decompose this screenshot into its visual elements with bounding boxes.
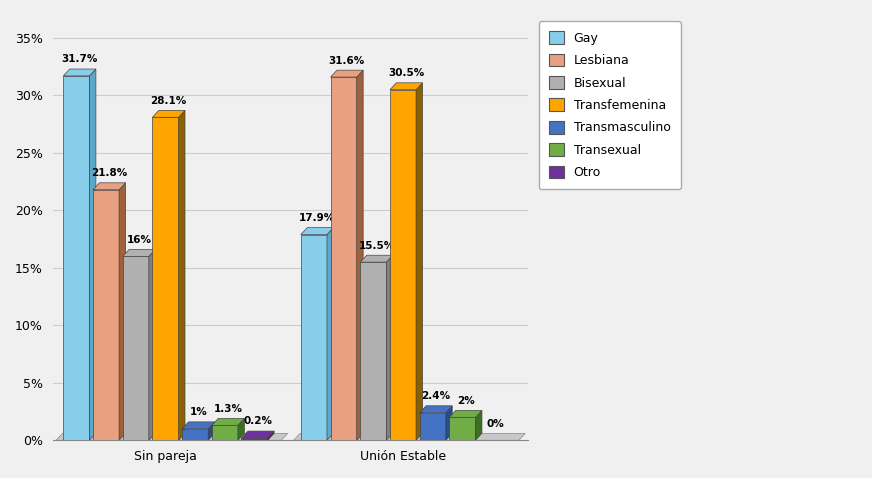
FancyBboxPatch shape	[301, 235, 327, 440]
Polygon shape	[475, 411, 482, 440]
Polygon shape	[390, 83, 423, 90]
Text: 16%: 16%	[126, 235, 152, 245]
Polygon shape	[360, 255, 393, 262]
Polygon shape	[301, 228, 333, 235]
FancyBboxPatch shape	[390, 90, 416, 440]
Polygon shape	[386, 255, 393, 440]
Polygon shape	[153, 110, 185, 117]
Text: 2%: 2%	[457, 396, 474, 406]
FancyBboxPatch shape	[242, 438, 268, 440]
Polygon shape	[446, 406, 453, 440]
FancyBboxPatch shape	[64, 76, 90, 440]
Text: 31.6%: 31.6%	[329, 55, 365, 65]
Text: 31.7%: 31.7%	[61, 54, 98, 65]
FancyBboxPatch shape	[449, 417, 475, 440]
FancyBboxPatch shape	[212, 425, 238, 440]
FancyBboxPatch shape	[153, 117, 179, 440]
FancyBboxPatch shape	[182, 429, 208, 440]
Polygon shape	[179, 110, 185, 440]
Text: 0%: 0%	[487, 419, 504, 429]
Legend: Gay, Lesbiana, Bisexual, Transfemenina, Transmasculino, Transexual, Otro: Gay, Lesbiana, Bisexual, Transfemenina, …	[539, 21, 680, 189]
FancyBboxPatch shape	[360, 262, 386, 440]
Polygon shape	[212, 418, 244, 425]
Polygon shape	[64, 69, 96, 76]
Polygon shape	[238, 418, 244, 440]
Polygon shape	[449, 411, 482, 417]
Polygon shape	[123, 250, 155, 256]
Text: 21.8%: 21.8%	[92, 168, 127, 178]
Polygon shape	[56, 434, 288, 440]
Polygon shape	[90, 69, 96, 440]
Polygon shape	[149, 250, 155, 440]
Polygon shape	[208, 422, 215, 440]
FancyBboxPatch shape	[123, 256, 149, 440]
FancyBboxPatch shape	[419, 413, 446, 440]
Polygon shape	[416, 83, 423, 440]
Text: 2.4%: 2.4%	[421, 391, 451, 401]
FancyBboxPatch shape	[93, 190, 119, 440]
Polygon shape	[294, 434, 525, 440]
Text: 1.3%: 1.3%	[214, 404, 242, 414]
Polygon shape	[93, 183, 126, 190]
Text: 15.5%: 15.5%	[358, 240, 395, 250]
Polygon shape	[268, 431, 274, 440]
Polygon shape	[357, 70, 363, 440]
Text: 0.2%: 0.2%	[243, 416, 272, 426]
Polygon shape	[327, 228, 333, 440]
Polygon shape	[419, 406, 453, 413]
Text: 30.5%: 30.5%	[388, 68, 425, 78]
Polygon shape	[330, 70, 363, 77]
Text: 17.9%: 17.9%	[299, 213, 335, 223]
Polygon shape	[242, 431, 274, 438]
FancyBboxPatch shape	[330, 77, 357, 440]
Polygon shape	[119, 183, 126, 440]
Polygon shape	[182, 422, 215, 429]
Text: 1%: 1%	[189, 407, 208, 417]
Text: 28.1%: 28.1%	[151, 96, 187, 106]
